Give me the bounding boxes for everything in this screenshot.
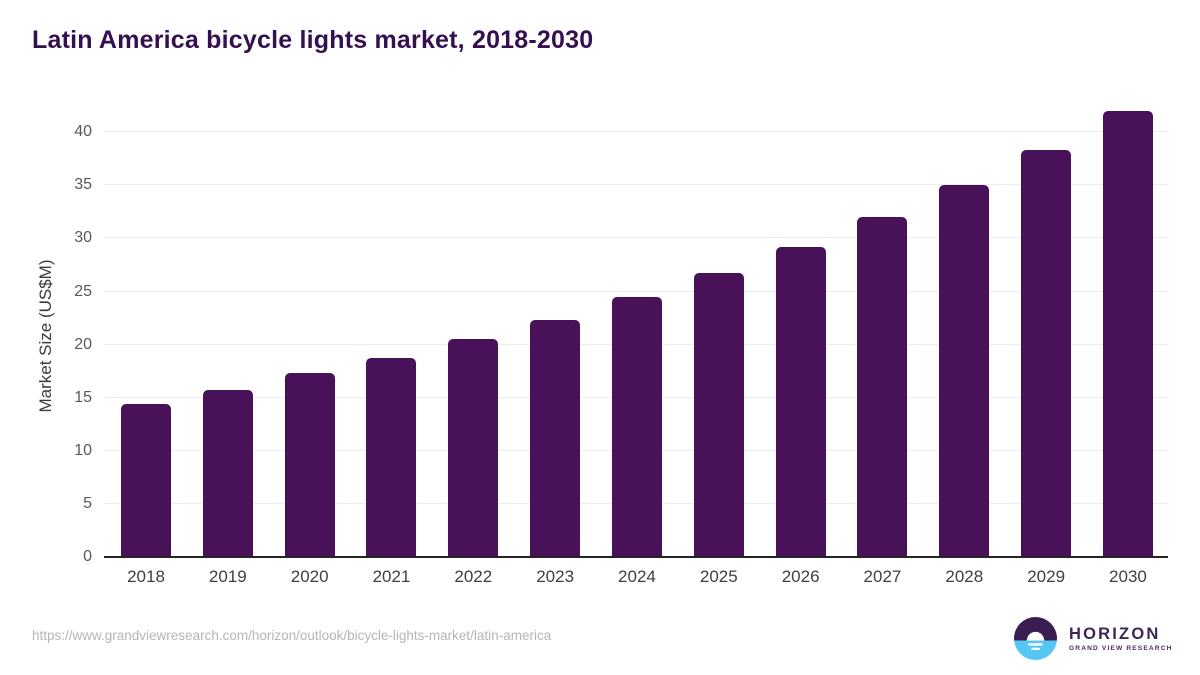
xtick-2029: 2029	[1027, 567, 1066, 586]
plot-area	[104, 110, 1168, 557]
gridline-35	[104, 184, 1168, 186]
bar-2027	[857, 217, 908, 557]
source-url: https://www.grandviewresearch.com/horizo…	[32, 628, 552, 643]
ytick-25: 25	[74, 282, 92, 300]
xtick-2019: 2019	[208, 567, 247, 586]
ytick-30: 30	[74, 229, 92, 247]
x-axis-line	[104, 556, 1168, 558]
bar-2018	[121, 404, 171, 557]
logo-subtitle: GRAND VIEW RESEARCH	[1069, 645, 1173, 653]
ytick-5: 5	[83, 494, 92, 512]
ytick-15: 15	[74, 388, 92, 406]
xtick-2025: 2025	[699, 567, 738, 586]
gridline-25	[104, 290, 1168, 292]
xtick-2026: 2026	[781, 567, 820, 586]
xtick-2023: 2023	[536, 567, 575, 586]
xtick-2018: 2018	[127, 567, 165, 586]
ytick-40: 40	[74, 123, 92, 141]
bar-2026	[775, 246, 826, 557]
bar-2019	[202, 390, 253, 557]
xtick-2022: 2022	[454, 567, 493, 586]
ytick-0: 0	[83, 548, 92, 565]
logo-name: HORIZON	[1069, 624, 1161, 643]
bar-2020	[284, 373, 335, 557]
ytick-20: 20	[74, 335, 92, 353]
horizon-logo-icon	[1014, 617, 1057, 660]
ytick-10: 10	[74, 441, 92, 459]
logo-text: HORIZON GRAND VIEW RESEARCH	[1069, 625, 1173, 653]
xtick-2028: 2028	[945, 567, 984, 586]
chart-title: Latin America bicycle lights market, 201…	[32, 26, 594, 54]
xtick-2024: 2024	[618, 567, 656, 586]
gridline-40	[104, 131, 1168, 133]
gridline-30	[104, 237, 1168, 239]
bar-2029	[1021, 150, 1072, 557]
xtick-2027: 2027	[863, 567, 902, 586]
bar-2024	[611, 296, 662, 557]
xtick-2021: 2021	[372, 567, 411, 586]
ytick-35: 35	[74, 176, 92, 194]
bar-2023	[530, 320, 581, 557]
bar-2025	[693, 273, 744, 557]
bar-2030	[1102, 110, 1153, 557]
bar-2028	[939, 185, 990, 557]
xtick-2020: 2020	[290, 567, 329, 586]
bar-2021	[366, 358, 417, 557]
xtick-2030: 2030	[1109, 567, 1147, 586]
horizon-logo: HORIZON GRAND VIEW RESEARCH	[1014, 617, 1173, 660]
bar-2022	[448, 339, 499, 557]
